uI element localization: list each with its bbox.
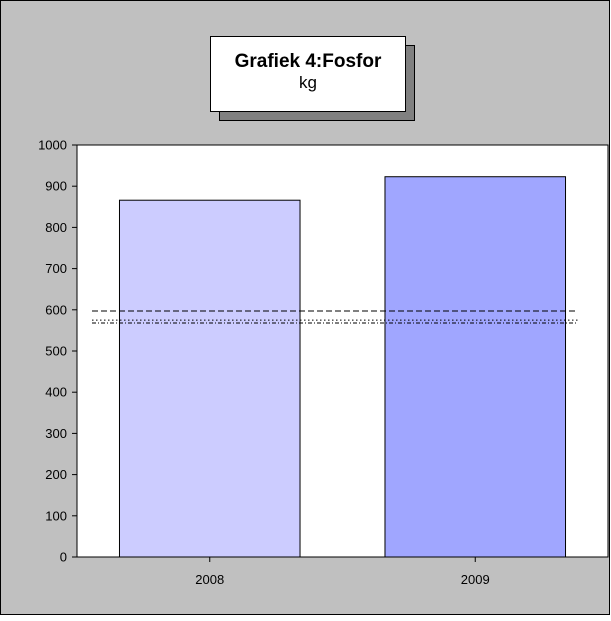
chart-marks	[118, 176, 567, 558]
axes: 2008 2009 0 100 200 300 400 500 600 700 800 900 1000	[38, 138, 490, 588]
x-tick-label: 2008	[195, 572, 224, 587]
y-tick-label: 200	[45, 467, 67, 482]
bar-2008	[118, 199, 301, 558]
y-tick-label: 800	[45, 220, 67, 235]
y-tick-label: 400	[45, 385, 67, 400]
y-tick-label: 500	[45, 344, 67, 359]
y-tick-label: 100	[45, 508, 67, 523]
chart-subtitle: kg	[299, 73, 317, 92]
bar-2009	[384, 176, 567, 558]
y-tick-label: 600	[45, 302, 67, 317]
y-tick-label: 700	[45, 261, 67, 276]
x-tick-label: 2009	[461, 572, 490, 587]
chart-title-box: Grafiek 4:Fosfor kg	[210, 36, 406, 112]
chart-title: Grafiek 4:Fosfor	[234, 51, 382, 72]
y-tick-label: 900	[45, 179, 67, 194]
y-tick-label: 0	[60, 550, 67, 565]
y-tick-label: 300	[45, 426, 67, 441]
y-tick-label: 1000	[38, 138, 67, 153]
reference-lines	[92, 310, 578, 324]
